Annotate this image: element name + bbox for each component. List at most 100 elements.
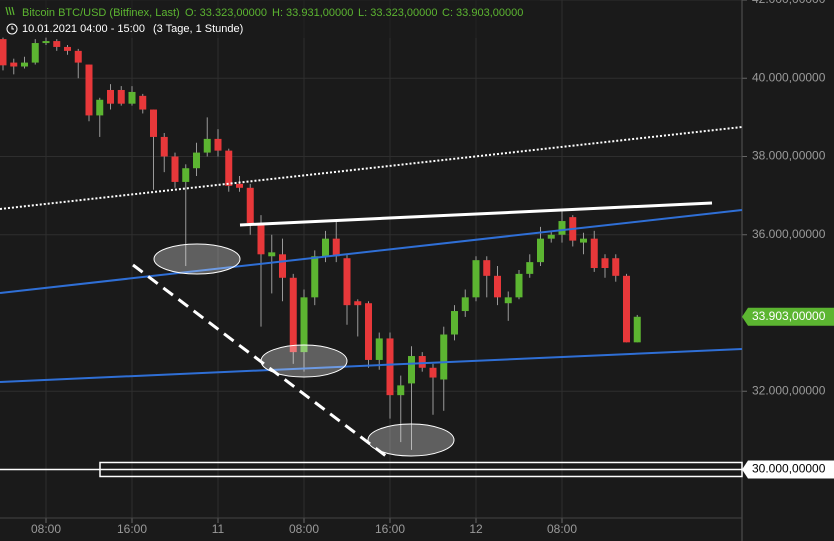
ellipse-marker: [153, 243, 241, 275]
resistance-line: [239, 201, 713, 227]
candle-body: [128, 91, 136, 104]
candle-body: [483, 260, 491, 276]
candle-body: [203, 138, 211, 153]
candle-body: [42, 41, 50, 44]
candle-body: [236, 183, 243, 188]
candle-body: [354, 301, 362, 306]
candle-body: [53, 41, 61, 47]
candle-body: [107, 89, 114, 104]
candle-body: [365, 303, 372, 360]
candle-body: [85, 64, 93, 116]
candle-body: [601, 258, 609, 268]
candle-body: [268, 252, 276, 257]
ellipse-marker: [367, 423, 455, 457]
candle-body: [96, 99, 104, 116]
candle-body: [64, 46, 71, 51]
candles: [0, 37, 641, 450]
candle-body: [0, 39, 7, 66]
candle-body: [580, 238, 587, 243]
price-overlays: 30.000,00000 33.903,00000: [0, 307, 834, 479]
candle-body: [117, 89, 125, 104]
candle-body: [343, 258, 351, 306]
candle-body: [547, 234, 555, 239]
y-tick-label: 38.000,00000: [752, 149, 826, 163]
candle-body: [182, 168, 190, 182]
candle-body: [429, 367, 437, 378]
candle-body: [289, 277, 297, 353]
candle-body: [300, 297, 308, 353]
candle-body: [74, 50, 82, 63]
candle-body: [139, 95, 147, 110]
y-tick-label: 32.000,00000: [752, 383, 826, 397]
candle-body: [408, 356, 415, 384]
ellipse-marker: [260, 344, 348, 378]
ohlc-low: L: 33.323,00000: [358, 7, 438, 19]
candle-body: [418, 356, 426, 368]
candle-body: [515, 273, 523, 298]
candle-body: [322, 238, 329, 257]
candle-body: [623, 275, 630, 343]
candle-body: [451, 311, 458, 335]
ohlc-close: C: 33.903,00000: [442, 7, 523, 19]
x-tick-label: 11: [212, 522, 225, 536]
dotted-trendline: [0, 126, 743, 210]
dashed-trendline: [132, 263, 387, 458]
instrument-title: Bitcoin BTC/USD (Bitfinex, Last): [22, 7, 180, 19]
candle-body: [160, 136, 168, 157]
candle-body: [214, 138, 222, 151]
candle-body: [279, 254, 286, 278]
candle-body: [494, 275, 501, 298]
last-price-tag: [742, 307, 834, 326]
candle-body: [590, 238, 598, 268]
candle-body: [31, 43, 39, 63]
ohlc-high: H: 33.931,00000: [272, 7, 353, 19]
y-tick-label: 42.000,00000: [752, 0, 826, 6]
y-tick-label: 40.000,00000: [752, 70, 826, 84]
candle-body: [537, 238, 544, 263]
x-tick-label: 16:00: [117, 522, 147, 536]
last-price-label: 33.903,00000: [752, 309, 826, 323]
x-tick-label: 16:00: [375, 522, 405, 536]
ohlc-open: O: 33.323,00000: [185, 7, 267, 19]
candle-body: [193, 152, 200, 169]
candle-body: [526, 262, 534, 274]
y-tick-label: 36.000,00000: [752, 227, 826, 241]
clock-icon: [6, 23, 18, 35]
candle-body: [612, 258, 620, 276]
candle-body: [171, 156, 179, 182]
trendline: [0, 348, 743, 383]
candle-body: [311, 256, 319, 298]
period: 10.01.2021 04:00 - 15:00: [22, 23, 145, 35]
candle-body: [375, 338, 383, 360]
level-tag: [742, 460, 834, 479]
candle-body: [225, 150, 233, 186]
candle-body: [440, 334, 448, 380]
candle-body: [246, 187, 254, 224]
x-tick-label: 08:00: [31, 522, 61, 536]
candle-body: [461, 297, 469, 312]
instrument-icon: [5, 6, 15, 16]
candle-body: [332, 238, 340, 257]
candle-body: [397, 385, 405, 396]
x-tick-label: 08:00: [547, 522, 577, 536]
level-label: 30.000,00000: [752, 462, 826, 476]
candle-body: [472, 260, 480, 298]
trendline: [0, 209, 743, 294]
candle-body: [504, 297, 512, 304]
candle-body: [257, 223, 265, 255]
x-tick-label: 12: [469, 522, 483, 536]
candle-body: [386, 338, 394, 396]
candle-body: [21, 62, 28, 67]
candle-body: [150, 109, 157, 137]
period-note: (3 Tage, 1 Stunde): [153, 23, 243, 35]
clock-hands: [11, 26, 14, 30]
header-bg: [0, 0, 540, 38]
candle-body: [558, 221, 566, 235]
candle-body: [10, 62, 18, 67]
candle-body: [633, 316, 641, 343]
x-tick-label: 08:00: [289, 522, 319, 536]
